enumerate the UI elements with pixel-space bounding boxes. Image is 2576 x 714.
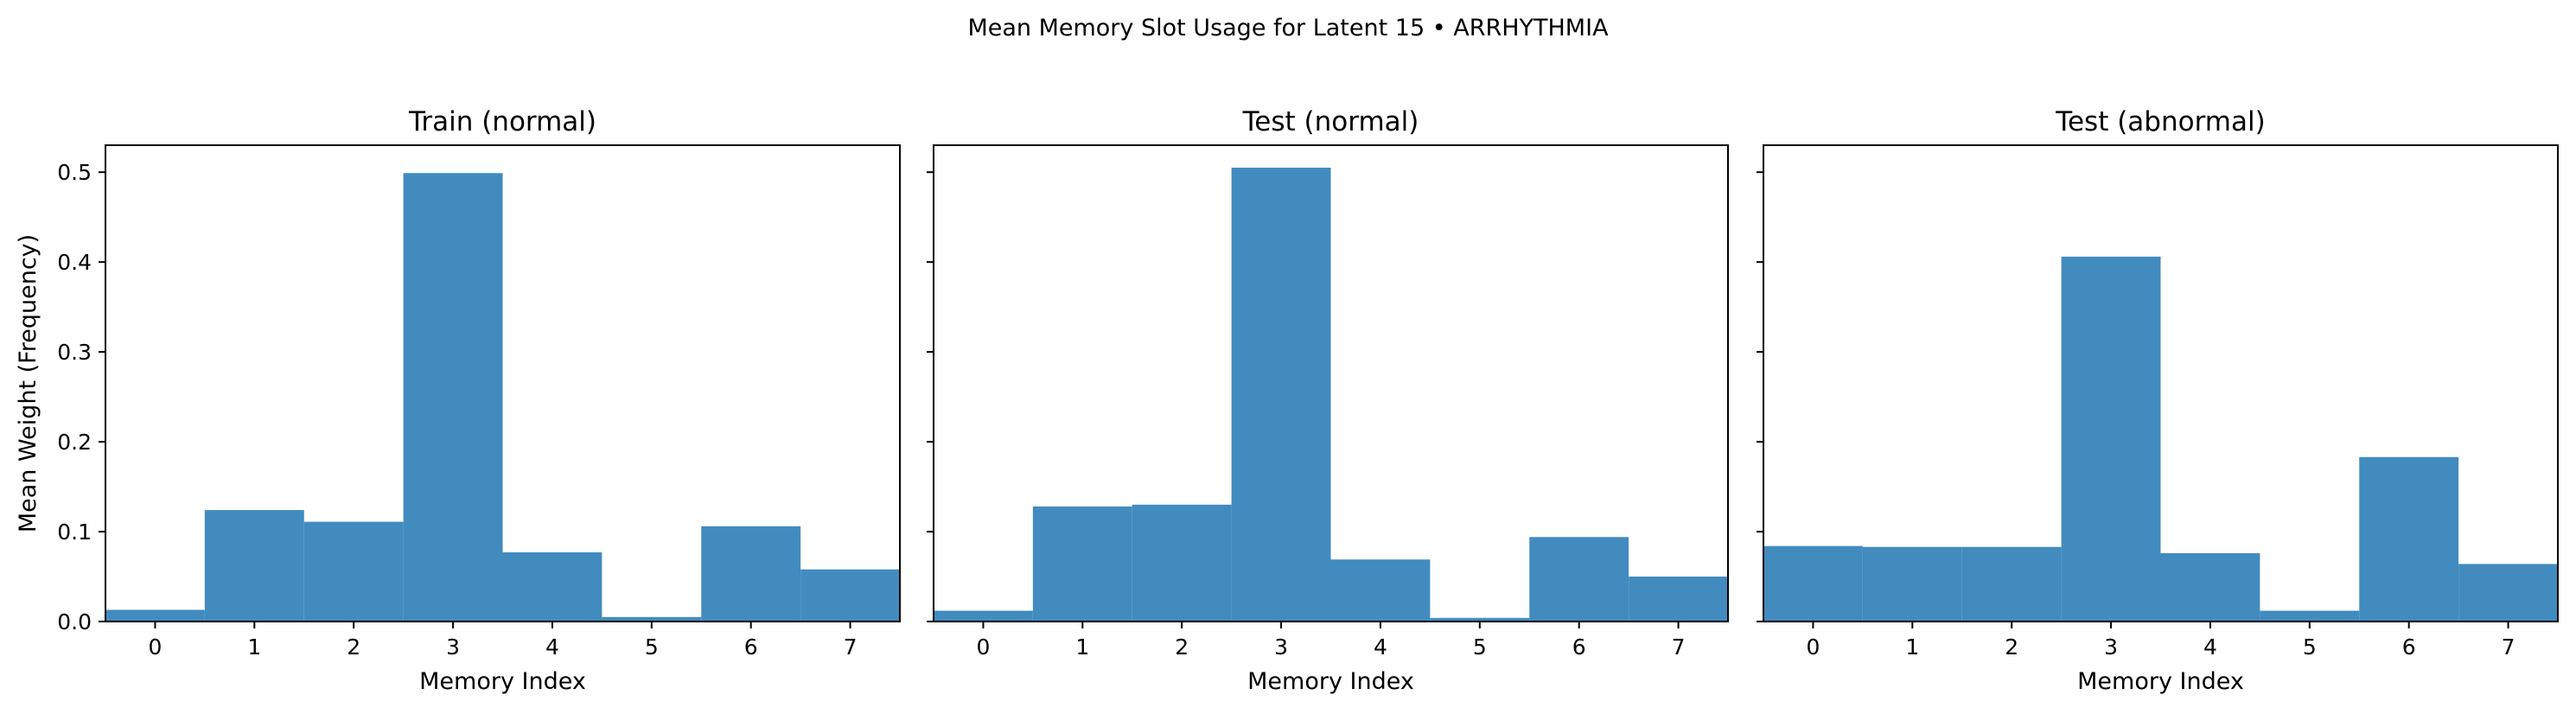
x-tick-label: 1 <box>1075 634 1089 660</box>
bar-2 <box>303 521 404 622</box>
axes-frame <box>1763 144 2559 622</box>
y-tick-label: 0.4 <box>57 250 92 275</box>
bar-1 <box>204 510 304 622</box>
y-tick-label: 0.5 <box>57 160 92 185</box>
bar-5 <box>602 616 702 622</box>
bar-4 <box>2160 552 2260 622</box>
bar-7 <box>800 569 900 622</box>
x-tick-label: 6 <box>1572 634 1586 660</box>
x-tick-label: 3 <box>446 634 460 660</box>
x-tick-label: 6 <box>2402 634 2416 660</box>
x-tick-label: 2 <box>1175 634 1189 660</box>
bar-0 <box>934 610 1033 622</box>
bar-3 <box>2061 256 2161 622</box>
chart-panels: 0 1 2 3 4 5 6 7 0.0 0.1 0.2 0.3 0.4 0.5 Train (normal)… <box>15 106 2559 695</box>
x-axis-label: Memory Index <box>419 668 586 695</box>
bar-7 <box>1629 577 1728 622</box>
x-tick-label: 5 <box>1473 634 1487 660</box>
x-tick-label: 4 <box>545 634 559 660</box>
x-tick-label: 7 <box>844 634 858 660</box>
bar-0 <box>105 609 205 622</box>
x-tick-label: 0 <box>148 634 162 660</box>
x-tick-label: 5 <box>2303 634 2317 660</box>
x-tick-label: 6 <box>744 634 758 660</box>
bar-6 <box>701 526 801 622</box>
panel-title: Train (normal) <box>408 106 596 137</box>
x-tick-label: 7 <box>2502 634 2515 660</box>
bar-4 <box>1330 559 1431 622</box>
bar-6 <box>1529 537 1629 622</box>
chart-panel-1: 0 1 2 3 4 5 6 7 Test (normal) Memory Index <box>927 106 1729 695</box>
bar-6 <box>2359 456 2459 622</box>
x-tick-label: 2 <box>347 634 360 660</box>
x-axis-label: Memory Index <box>2077 668 2244 695</box>
y-tick-label: 0.0 <box>57 609 92 634</box>
chart-panel-2: 0 1 2 3 4 5 6 7 Test (abnormal) Memory Index <box>1757 106 2559 695</box>
bar-0 <box>1763 545 1863 622</box>
bar-2 <box>1961 546 2062 622</box>
bar-1 <box>1032 506 1132 622</box>
bar-3 <box>403 173 503 622</box>
x-tick-label: 4 <box>2203 634 2217 660</box>
figure-suptitle: Mean Memory Slot Usage for Latent 15 • A… <box>967 15 1609 41</box>
x-tick-label: 5 <box>645 634 659 660</box>
bar-7 <box>2458 564 2558 622</box>
y-tick-label: 0.2 <box>57 430 92 455</box>
x-tick-label: 2 <box>2005 634 2018 660</box>
bar-4 <box>502 551 603 622</box>
axes-frame <box>105 144 901 622</box>
bar-3 <box>1231 167 1331 622</box>
axes-frame <box>933 144 1729 622</box>
x-tick-label: 1 <box>1905 634 1919 660</box>
x-axis-label: Memory Index <box>1247 668 1414 695</box>
x-tick-label: 3 <box>2104 634 2118 660</box>
y-tick-label: 0.1 <box>57 520 92 545</box>
x-tick-label: 3 <box>1274 634 1288 660</box>
bar-5 <box>1430 617 1530 622</box>
chart-panel-0: 0 1 2 3 4 5 6 7 0.0 0.1 0.2 0.3 0.4 0.5 Train (normal)… <box>15 106 901 695</box>
bar-2 <box>1132 504 1232 622</box>
x-tick-label: 0 <box>976 634 990 660</box>
panel-title: Test (abnormal) <box>2055 106 2265 137</box>
panel-title: Test (normal) <box>1242 106 1419 137</box>
y-axis-label: Mean Weight (Frequency) <box>15 234 41 532</box>
bar-5 <box>2260 610 2360 622</box>
x-tick-label: 4 <box>1374 634 1387 660</box>
bar-1 <box>1862 546 1962 622</box>
x-tick-label: 7 <box>1672 634 1686 660</box>
y-tick-label: 0.3 <box>57 340 92 365</box>
x-tick-label: 0 <box>1806 634 1820 660</box>
x-tick-label: 1 <box>247 634 261 660</box>
